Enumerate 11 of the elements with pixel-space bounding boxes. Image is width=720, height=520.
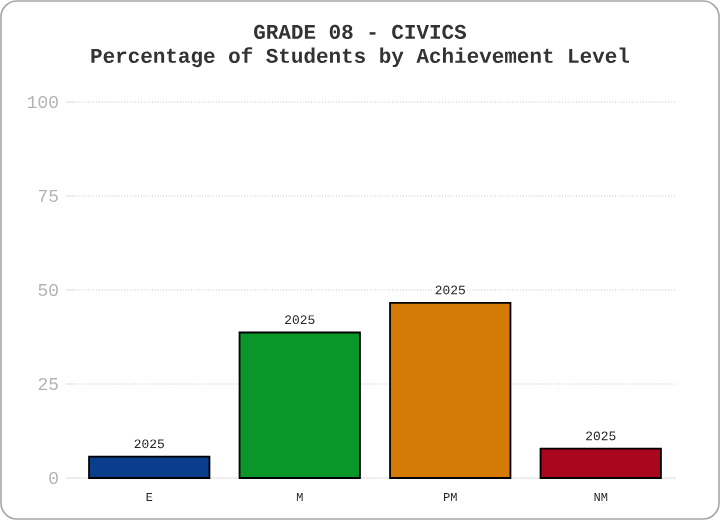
y-tick-label: 50 bbox=[38, 283, 58, 297]
y-tick-label: 75 bbox=[38, 190, 58, 202]
chart-subtitle: Percentage of Students by Achievement Level bbox=[91, 47, 630, 68]
chart-title: GRADE 08 - CIVICS bbox=[254, 24, 467, 40]
y-tick-label: 25 bbox=[38, 377, 58, 391]
bar bbox=[539, 447, 662, 479]
y-tick-label: 100 bbox=[27, 95, 58, 109]
bar bbox=[88, 455, 211, 479]
bar bbox=[389, 301, 512, 479]
y-tick-label: 0 bbox=[49, 471, 58, 485]
bar bbox=[238, 331, 361, 479]
